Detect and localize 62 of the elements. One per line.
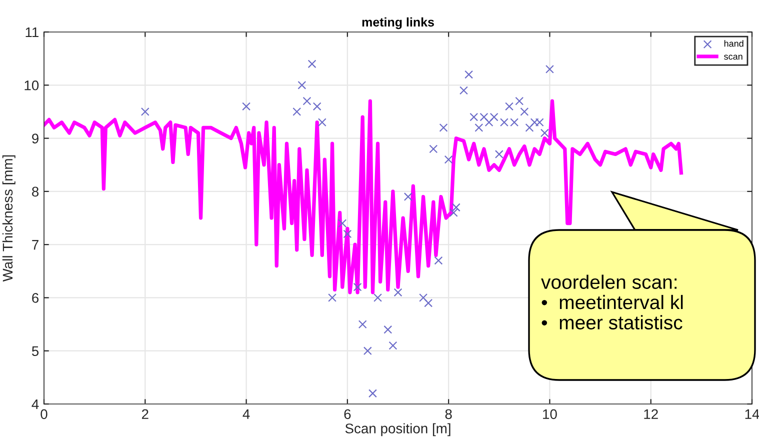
chart-title: meting links bbox=[362, 17, 434, 30]
annotation: voordelen scan: • meetinterval kl • meer statistisc bbox=[541, 274, 683, 330]
point bbox=[394, 288, 402, 297]
x-tick-label: 0 bbox=[40, 409, 48, 420]
point bbox=[424, 298, 433, 308]
point bbox=[140, 107, 150, 116]
point bbox=[520, 107, 529, 116]
y-tick-label: 7 bbox=[32, 240, 38, 250]
point bbox=[540, 128, 549, 138]
point bbox=[358, 320, 367, 329]
point bbox=[464, 70, 474, 79]
point bbox=[368, 389, 377, 398]
point bbox=[460, 86, 468, 95]
point bbox=[525, 123, 534, 132]
line-series bbox=[44, 99, 684, 294]
point bbox=[292, 107, 302, 116]
y-tick-label: 6 bbox=[32, 293, 39, 303]
point bbox=[308, 60, 316, 68]
x-axis-title: Scan position [m] bbox=[345, 423, 450, 436]
x-tick-label: 14 bbox=[745, 409, 759, 419]
point bbox=[328, 293, 336, 302]
point bbox=[419, 293, 428, 302]
x-tick-label: 6 bbox=[344, 409, 351, 420]
point bbox=[388, 341, 398, 350]
point bbox=[449, 208, 458, 217]
point bbox=[298, 80, 306, 90]
y-tick-label: 8 bbox=[32, 186, 39, 197]
legend-label: scan bbox=[724, 54, 742, 60]
point bbox=[343, 230, 352, 238]
legend-label: hand bbox=[724, 40, 744, 47]
y-tick-label: 11 bbox=[26, 27, 38, 38]
point bbox=[474, 123, 484, 132]
y-axis-title: Wall Thickness [mm] bbox=[2, 155, 16, 282]
point bbox=[338, 219, 347, 228]
x-tick-label: 8 bbox=[445, 409, 452, 420]
point bbox=[452, 203, 460, 212]
point bbox=[484, 118, 494, 127]
point bbox=[444, 155, 453, 164]
x-tick-label: 12 bbox=[644, 409, 658, 419]
y-tick-label: 5 bbox=[32, 346, 39, 356]
point bbox=[302, 96, 312, 106]
point bbox=[363, 346, 372, 356]
x-tick-label: 4 bbox=[242, 409, 250, 419]
y-tick-label: 9 bbox=[32, 134, 38, 144]
point bbox=[404, 192, 412, 201]
point bbox=[318, 118, 326, 127]
x-tick-label: 10 bbox=[543, 409, 557, 420]
point bbox=[434, 256, 443, 265]
point bbox=[312, 102, 322, 111]
y-tick-label: 10 bbox=[24, 80, 39, 90]
point bbox=[494, 150, 504, 158]
point bbox=[384, 325, 392, 334]
point bbox=[429, 144, 438, 154]
point bbox=[439, 123, 448, 132]
point bbox=[515, 96, 524, 106]
point bbox=[242, 102, 251, 111]
point bbox=[545, 64, 554, 74]
point bbox=[374, 293, 382, 302]
y-tick-label: 4 bbox=[32, 399, 39, 410]
point bbox=[353, 282, 362, 292]
x-tick-label: 2 bbox=[142, 409, 148, 419]
point bbox=[505, 102, 514, 111]
